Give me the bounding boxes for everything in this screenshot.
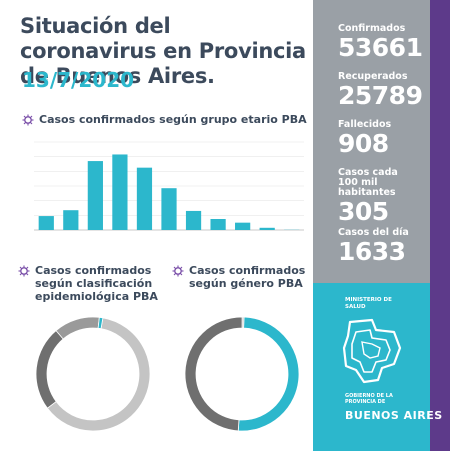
donut-slice: [97, 316, 104, 330]
stat-casos-100mil: Casos cada 100 mil habitantes 305: [338, 168, 418, 226]
gender-chart-title-text: Casos confirmados según género PBA: [189, 264, 306, 290]
stat-casos-del-dia: Casos del día 1633: [338, 228, 409, 266]
gender-donut-chart: [184, 316, 300, 432]
stat-label: Fallecidos: [338, 119, 392, 130]
donut-slice: [241, 316, 245, 329]
age-chart-title: Casos confirmados según grupo etario PBA: [22, 113, 307, 126]
age-chart-title-text: Casos confirmados según grupo etario PBA: [39, 113, 307, 126]
virus-icon: [172, 265, 184, 277]
bar: [87, 161, 103, 230]
bar: [63, 210, 79, 230]
bar: [259, 227, 275, 230]
stat-value: 25789: [338, 81, 423, 110]
stat-label: Confirmados: [338, 23, 406, 34]
page-title: Situación del coronavirus en Provincia d…: [20, 14, 306, 88]
purple-stripe: [430, 0, 450, 451]
gov-label: GOBIERNO DE LA PROVINCIA DE: [345, 393, 393, 405]
class-chart-title: Casos confirmados según clasificación ep…: [18, 264, 168, 303]
stat-value: 53661: [338, 33, 423, 62]
province-name: BUENOS AIRES: [345, 409, 443, 422]
stat-recuperados: Recuperados 25789: [338, 71, 423, 110]
ministry-label: MINISTERIO DE SALUD: [345, 297, 392, 310]
bar: [136, 167, 153, 230]
report-date: 13/7/2020: [22, 68, 135, 92]
bar: [38, 216, 54, 230]
bar: [235, 222, 251, 230]
logo-box: [313, 283, 430, 451]
stat-value: 908: [338, 129, 389, 158]
stat-confirmados: Confirmados 53661: [338, 23, 423, 62]
bar: [112, 154, 128, 230]
donut-slice: [237, 316, 300, 432]
bar: [185, 210, 202, 230]
province-map-icon: [342, 318, 402, 384]
age-bar-chart: [34, 141, 304, 231]
donut-slice: [55, 316, 100, 340]
stat-value: 1633: [338, 237, 406, 266]
stat-value: 305: [338, 197, 389, 226]
class-chart-title-text: Casos confirmados según clasificación ep…: [35, 264, 158, 303]
donut-slice: [184, 316, 243, 432]
virus-icon: [18, 265, 30, 277]
donut-slice: [35, 330, 64, 409]
classification-donut-chart: [35, 316, 151, 432]
stat-fallecidos: Fallecidos 908: [338, 120, 391, 158]
gender-chart-title: Casos confirmados según género PBA: [172, 264, 312, 290]
bar: [161, 188, 177, 230]
stat-label: Casos cada 100 mil habitantes: [338, 167, 398, 198]
virus-icon: [22, 114, 34, 126]
bar: [210, 219, 226, 230]
stat-label: Casos del día: [338, 227, 409, 238]
stat-label: Recuperados: [338, 71, 408, 82]
